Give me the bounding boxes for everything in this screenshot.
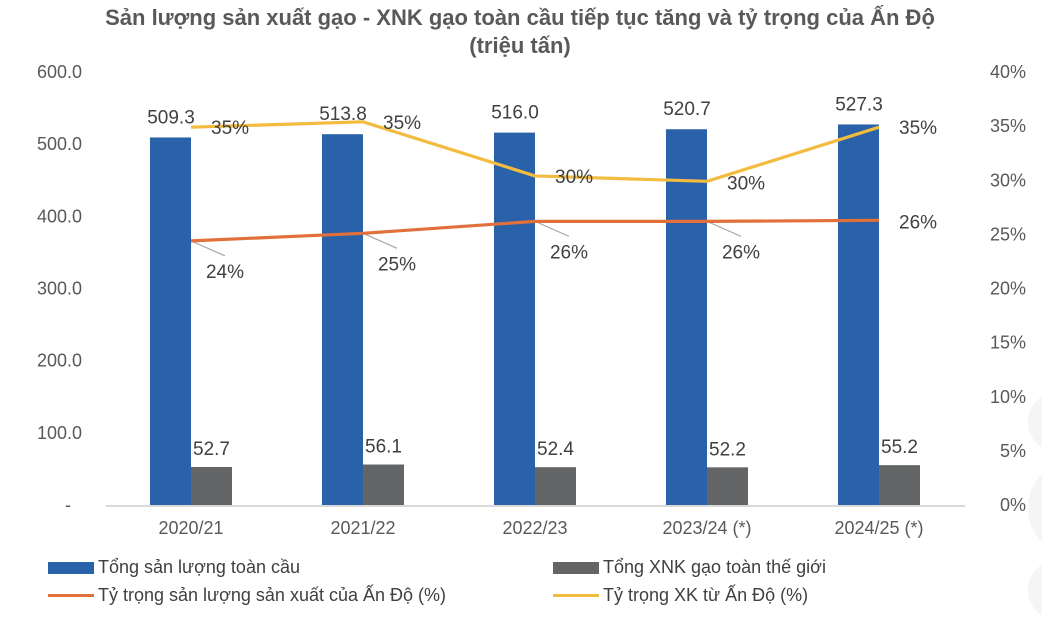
bar-global-production [666, 129, 707, 505]
data-label-global-production: 513.8 [319, 104, 367, 125]
bar-global-trade [879, 465, 920, 505]
legend-item-global-production: Tổng sản lượng toàn cầu [48, 557, 300, 578]
data-label-india-production-share: 26% [722, 242, 760, 263]
data-label-india-production-share: 26% [899, 212, 937, 233]
data-label-india-export-share: 35% [899, 118, 937, 139]
data-label-global-production: 516.0 [491, 103, 539, 124]
left-axis-tick-label: 300.0 [37, 279, 82, 299]
right-axis-tick-label: 10% [990, 387, 1026, 407]
right-axis-tick-label: 25% [990, 224, 1026, 244]
right-axis-tick-label: 30% [990, 170, 1026, 190]
bar-global-production [322, 134, 363, 505]
data-label-india-export-share: 30% [555, 167, 593, 188]
x-axis-tick-label: 2021/22 [330, 518, 395, 538]
x-axis-tick-label: 2024/25 (*) [834, 518, 923, 538]
x-axis-tick-label: 2023/24 (*) [662, 518, 751, 538]
legend-item-india-export-share: Tỷ trọng XK từ Ấn Độ (%) [553, 585, 808, 606]
right-axis-tick-label: 35% [990, 116, 1026, 136]
left-axis-tick-label: 100.0 [37, 423, 82, 443]
x-axis-tick-label: 2022/23 [502, 518, 567, 538]
bar-global-trade [191, 467, 232, 505]
legend-label: Tổng XNK gạo toàn thế giới [603, 557, 826, 578]
leader-line [707, 221, 741, 236]
right-axis-tick-label: 5% [1000, 441, 1026, 461]
data-label-global-trade: 56.1 [365, 437, 402, 458]
data-label-india-export-share: 30% [727, 173, 765, 194]
legend-swatch-orange [48, 594, 94, 597]
left-axis-tick-label: 200.0 [37, 351, 82, 371]
data-label-global-trade: 55.2 [881, 437, 918, 458]
data-label-india-export-share: 35% [383, 113, 421, 134]
bar-global-trade [707, 467, 748, 505]
data-label-global-production: 520.7 [663, 99, 711, 120]
x-axis-tick-label: 2020/21 [158, 518, 223, 538]
bar-global-trade [363, 465, 404, 505]
legend-swatch-grey [553, 562, 599, 574]
right-axis-tick-label: 0% [1000, 495, 1026, 515]
data-label-india-production-share: 25% [378, 254, 416, 275]
bar-global-production [838, 124, 879, 505]
data-label-india-production-share: 24% [206, 262, 244, 283]
legend-label: Tỷ trọng XK từ Ấn Độ (%) [603, 585, 808, 606]
bar-global-production [150, 137, 191, 505]
bar-global-production [494, 133, 535, 505]
data-label-global-trade: 52.4 [537, 439, 574, 460]
legend-swatch-blue [48, 562, 94, 574]
right-axis-tick-label: 15% [990, 333, 1026, 353]
data-label-global-trade: 52.7 [193, 439, 230, 460]
leader-line [535, 221, 569, 236]
left-axis-tick-label: 400.0 [37, 206, 82, 226]
legend-item-global-trade: Tổng XNK gạo toàn thế giới [553, 557, 826, 578]
data-label-global-trade: 52.2 [709, 439, 746, 460]
legend-swatch-yellow [553, 594, 599, 597]
legend-label: Tổng sản lượng toàn cầu [98, 557, 300, 578]
legend-label: Tỷ trọng sản lượng sản xuất của Ấn Độ (%… [98, 585, 446, 606]
leader-line [191, 241, 225, 256]
right-axis-tick-label: 20% [990, 279, 1026, 299]
data-label-global-production: 509.3 [147, 107, 195, 128]
left-axis-tick-label: - [65, 495, 71, 515]
bar-global-trade [535, 467, 576, 505]
left-axis-tick-label: 500.0 [37, 134, 82, 154]
legend-item-india-production-share: Tỷ trọng sản lượng sản xuất của Ấn Độ (%… [48, 585, 446, 606]
data-label-india-production-share: 26% [550, 242, 588, 263]
leader-line [363, 233, 397, 248]
right-axis-tick-label: 40% [990, 62, 1026, 82]
data-label-global-production: 527.3 [835, 94, 883, 115]
left-axis-tick-label: 600.0 [37, 62, 82, 82]
data-label-india-export-share: 35% [211, 118, 249, 139]
